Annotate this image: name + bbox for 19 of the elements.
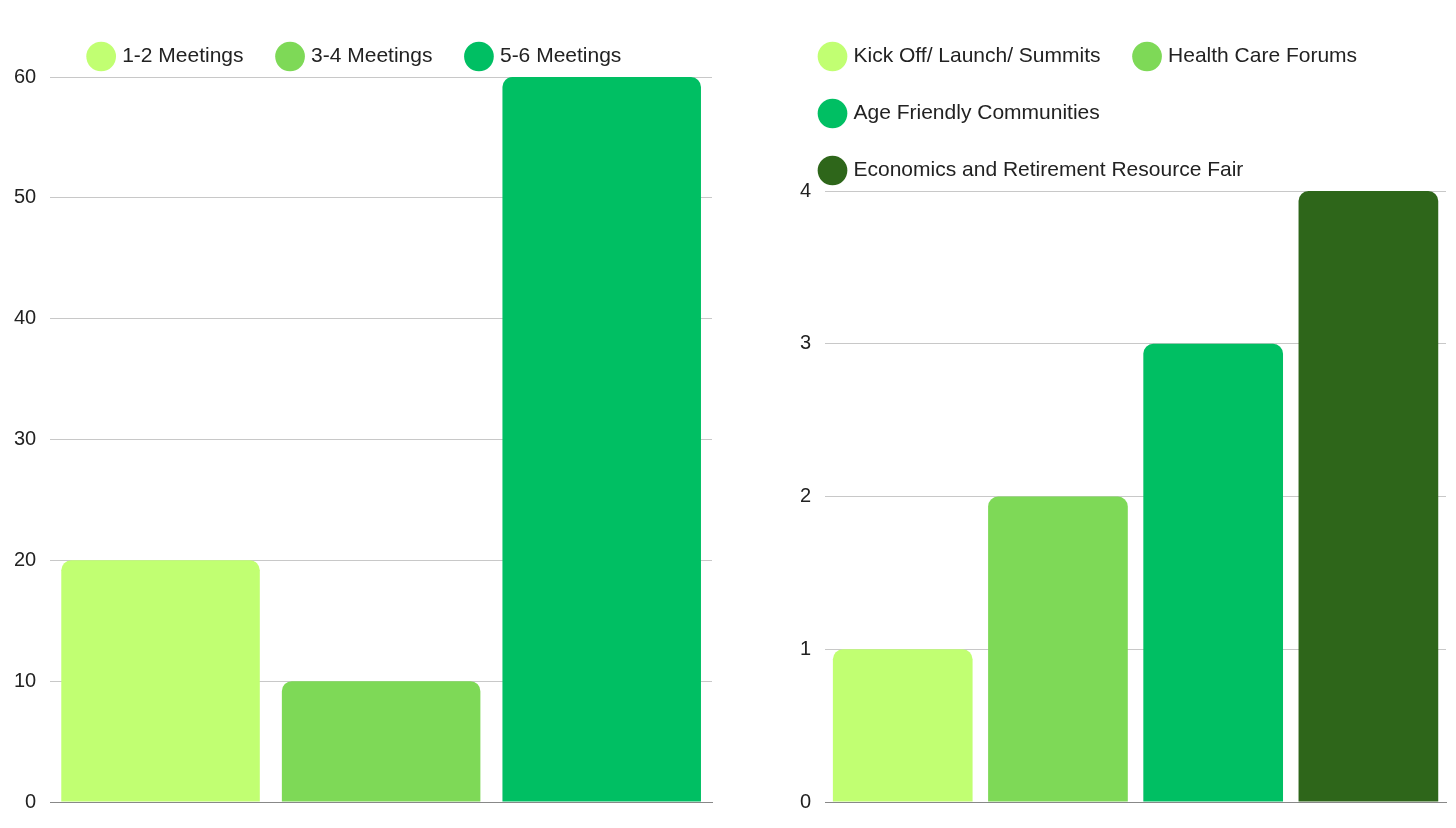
y-tick-label: 60: [14, 64, 37, 87]
y-tick-label: 0: [800, 789, 812, 812]
legend-label: 1-2 Meetings: [122, 43, 244, 67]
legend-label: 3-4 Meetings: [311, 43, 433, 67]
legend-label: Age Friendly Communities: [853, 100, 1100, 124]
y-tick-label: 1: [800, 636, 812, 659]
y-tick-label: 20: [14, 547, 37, 570]
y-tick-label: 50: [14, 185, 37, 208]
legend-label: Economics and Retirement Resource Fair: [853, 157, 1244, 181]
legend-label: Kick Off/ Launch/ Summits: [853, 43, 1101, 67]
y-tick-label: 10: [14, 668, 37, 691]
y-tick-label: 30: [14, 427, 37, 450]
legend-label: Health Care Forums: [1168, 43, 1358, 67]
y-tick-label: 0: [25, 789, 37, 812]
y-tick-label: 3: [800, 331, 812, 354]
legend-label: 5-6 Meetings: [499, 43, 622, 67]
y-tick-label: 40: [14, 306, 37, 329]
y-tick-label: 4: [800, 178, 812, 201]
y-tick-label: 2: [800, 484, 812, 507]
